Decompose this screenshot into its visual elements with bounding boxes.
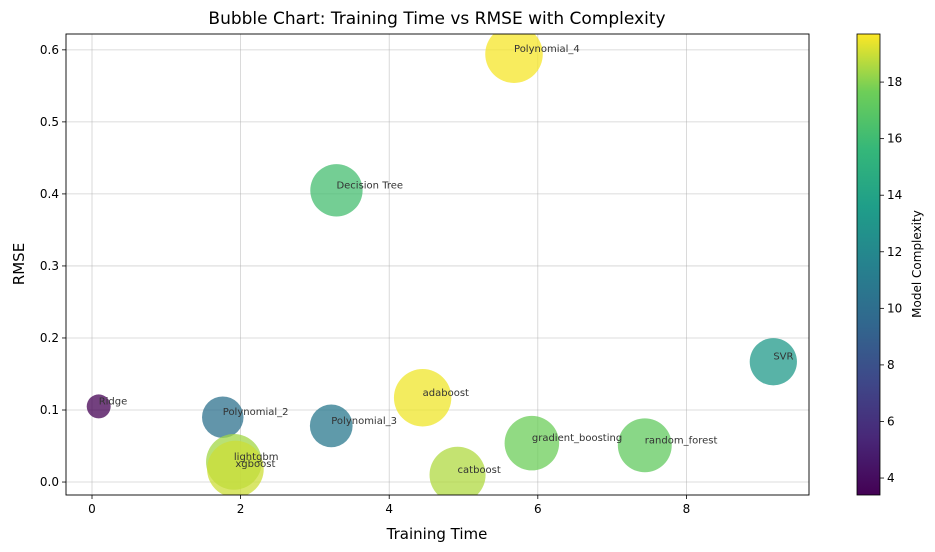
colorbar-ticks: 4 6 8 10 12 14 16 18: [880, 75, 902, 485]
chart-title: Bubble Chart: Training Time vs RMSE with…: [208, 9, 665, 29]
plot-frame: [65, 33, 810, 496]
bubble: [504, 415, 560, 471]
bubble: [310, 164, 363, 217]
colorbar: 4 6 8 10 12 14 16 18 Model Complexity: [856, 33, 924, 496]
bubble: [485, 34, 543, 83]
bubble: [309, 404, 353, 448]
bubble: [393, 369, 452, 427]
colorbar-tick-label: 14: [887, 188, 902, 202]
colorbar-tick-label: 6: [887, 414, 895, 428]
bubble-label: Polynomial_3: [331, 416, 397, 427]
y-tick-label: 0.5: [40, 115, 59, 129]
bubble-label: adaboost: [423, 388, 469, 399]
bubble-label: SVR: [773, 352, 793, 363]
x-tick-label: 4: [385, 502, 393, 516]
y-tick-label: 0.4: [40, 187, 59, 201]
y-axis-ticks: 0.0 0.1 0.2 0.3 0.4 0.5 0.6: [40, 43, 66, 489]
x-tick-label: 2: [237, 502, 245, 516]
bubble: [202, 396, 244, 438]
colorbar-tick-label: 18: [887, 75, 902, 89]
bubble-label: random_forest: [645, 435, 718, 446]
colorbar-label: Model Complexity: [910, 210, 924, 318]
colorbar-tick-label: 10: [887, 301, 902, 315]
bubble-labels: Ridge Polynomial_2 Polynomial_3 Polynomial_…: [99, 44, 794, 476]
colorbar-tick-label: 8: [887, 358, 895, 372]
x-axis-label: Training Time: [386, 525, 488, 543]
x-tick-label: 0: [88, 502, 96, 516]
y-tick-label: 0.2: [40, 331, 59, 345]
bubble-label: catboost: [458, 465, 501, 476]
x-tick-label: 6: [534, 502, 542, 516]
bubble-label: Ridge: [99, 396, 128, 407]
y-tick-label: 0.0: [40, 475, 59, 489]
grid: [66, 34, 809, 495]
colorbar-tick-label: 12: [887, 245, 902, 259]
bubble-label: gradient_boosting: [532, 433, 622, 444]
bubble: [207, 440, 264, 495]
y-tick-label: 0.1: [40, 403, 59, 417]
bubble-label: Polynomial_4: [514, 44, 580, 55]
bubble: [749, 338, 797, 386]
x-tick-label: 8: [683, 502, 691, 516]
y-tick-label: 0.3: [40, 259, 59, 273]
colorbar-tick-label: 16: [887, 132, 902, 146]
x-axis-ticks: 0 2 4 6 8: [88, 495, 690, 516]
bubble-label: Decision Tree: [336, 180, 403, 191]
bubble: [617, 418, 672, 473]
y-axis-label: RMSE: [10, 243, 28, 285]
bubble-label: lightgbm: [234, 452, 279, 463]
bubbles: [86, 34, 797, 495]
colorbar-gradient: [856, 33, 881, 496]
colorbar-tick-label: 4: [887, 471, 895, 485]
bubble: [86, 394, 111, 419]
y-tick-label: 0.6: [40, 43, 59, 57]
bubble: [429, 446, 486, 495]
bubble-label: xgboost: [235, 459, 275, 470]
bubble-label: Polynomial_2: [223, 407, 289, 418]
